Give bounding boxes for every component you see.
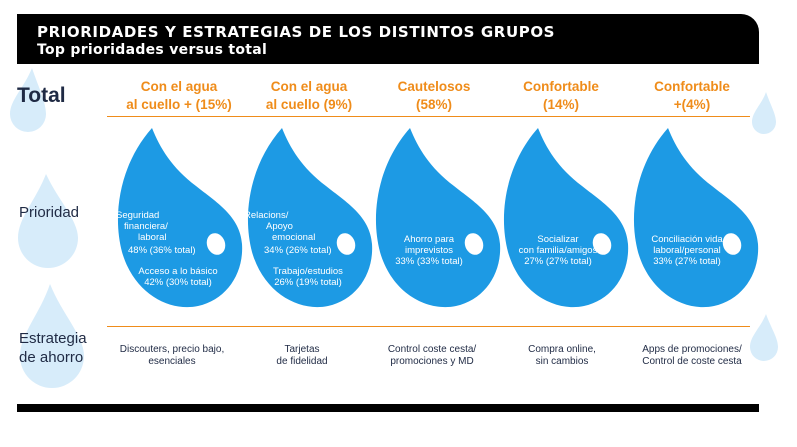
row-label-estrategia-line1: Estrategia [19,330,87,347]
strategy-2-line1: Tarjetas [284,344,320,355]
priority-2-secondary-value: 26% (19% total) [274,277,342,288]
priority-4-main: Socializar con familia/amigos 27% (27% t… [508,234,608,267]
group-header-2: Con el agua al cuello (9%) [245,78,373,114]
group-header-5: Confortable +(4%) [628,78,756,114]
priority-2-secondary-label: Trabajo/estudios [273,266,343,277]
priority-drop-5: Conciliación vida laboral/personal 33% (… [628,124,762,314]
group-header-1-line1: Con el agua [140,79,218,94]
row-label-estrategia: Estrategia de ahorro [19,329,87,367]
group-header-4-line2: (14%) [542,97,579,112]
priority-1-main-line2: financiera/ [124,221,168,232]
priority-2-main: Relacions/ Apoyo emocional [244,210,316,243]
row-label-prioridad: Prioridad [19,204,80,221]
strategy-4: Compra online, sin cambios [498,344,626,368]
priority-1-main-line3: laboral [138,232,167,243]
water-drop-icon [633,128,759,308]
page-title: PRIORIDADES Y ESTRATEGIAS DE LOS DISTINT… [37,23,556,41]
priority-5-main-value: 33% (27% total) [653,256,721,267]
background-drop-right-top [752,92,776,134]
water-drop-icon [247,128,373,308]
priority-drop-3: Ahorro para imprevistos 33% (33% total) [370,124,504,314]
strategy-5-line2: Control de coste cesta [642,356,742,367]
group-header-5-line2: +(4%) [673,97,711,112]
priority-4-main-line1: Socializar [537,234,579,245]
background-drop-right-bottom [750,314,778,361]
page-subtitle: Top prioridades versus total [37,42,268,58]
group-header-4: Confortable (14%) [497,78,625,114]
water-drop-icon [503,128,629,308]
strategy-4-line1: Compra online, [528,344,596,355]
row-label-total: Total [17,84,66,107]
priority-drop-2: Relacions/ Apoyo emocional 34% (26% tota… [242,124,376,314]
group-header-4-line1: Confortable [523,79,599,94]
strategy-3-line1: Control coste cesta/ [387,344,477,355]
group-header-3: Cautelosos (58%) [370,78,498,114]
water-drop-icon [117,128,243,308]
priority-2-main-line2: Apoyo [266,221,293,232]
group-header-2-line2: al cuello (9%) [265,97,353,112]
background-drop-left-top [10,68,46,132]
group-header-2-line1: Con el agua [270,79,348,94]
row-label-estrategia-line2: de ahorro [19,349,84,366]
group-header-5-line1: Confortable [654,79,730,94]
divider-top [107,116,750,117]
strategy-2: Tarjetas de fidelidad [238,344,366,368]
strategy-3-line2: promociones y MD [390,356,474,367]
strategy-5: Apps de promociones/ Control de coste ce… [628,344,756,368]
priority-2-main-value: 34% (26% total) [264,245,332,256]
footer-bar [17,404,759,412]
group-header-3-line1: Cautelosos [397,79,471,94]
header-bar: PRIORIDADES Y ESTRATEGIAS DE LOS DISTINT… [17,14,759,64]
priority-2-main-line1: Relacions/ [244,210,289,221]
strategy-5-line1: Apps de promociones/ [642,344,742,355]
priority-3-main-line1: Ahorro para [403,234,455,245]
divider-bottom [107,326,750,327]
priority-4-main-line2: con familia/amigos [518,245,598,256]
priority-1-main: Seguridad financiera/ laboral [116,210,186,243]
strategy-1: Discouters, precio bajo, esenciales [108,344,236,368]
priority-drop-4: Socializar con familia/amigos 27% (27% t… [498,124,632,314]
priority-2-main-line3: emocional [272,232,316,243]
water-drop-icon [375,128,501,308]
priority-2-secondary: Trabajo/estudios 26% (19% total) [262,266,354,288]
strategy-1-line2: esenciales [148,356,196,367]
group-header-1-line2: al cuello + (15%) [126,97,232,112]
priority-3-main-line2: imprevistos [404,245,454,256]
priority-3-main: Ahorro para imprevistos 33% (33% total) [384,234,474,267]
priority-4-main-value: 27% (27% total) [524,256,592,267]
priority-1-main-value: 48% (36% total) [128,245,196,256]
background-drop-left-mid [18,174,78,268]
priority-5-main-line2: laboral/personal [653,245,721,256]
group-header-1: Con el agua al cuello + (15%) [115,78,243,114]
priority-5-main-line1: Conciliación vida [651,234,723,245]
priority-1-secondary-label: Acceso a lo básico [138,266,218,277]
strategy-4-line2: sin cambios [535,356,589,367]
priority-5-main: Conciliación vida laboral/personal 33% (… [638,234,736,267]
background-drop-left-bottom [20,284,84,388]
priority-1-secondary: Acceso a lo básico 42% (30% total) [132,266,224,288]
group-header-3-line2: (58%) [415,97,452,112]
priority-drop-1: Seguridad financiera/ laboral 48% (36% t… [112,124,246,314]
priority-3-main-value: 33% (33% total) [395,256,463,267]
priority-1-main-line1: Seguridad [116,210,160,221]
strategy-3: Control coste cesta/ promociones y MD [368,344,496,368]
strategy-2-line2: de fidelidad [276,356,328,367]
priority-1-secondary-value: 42% (30% total) [144,277,212,288]
strategy-1-line1: Discouters, precio bajo, [119,344,225,355]
